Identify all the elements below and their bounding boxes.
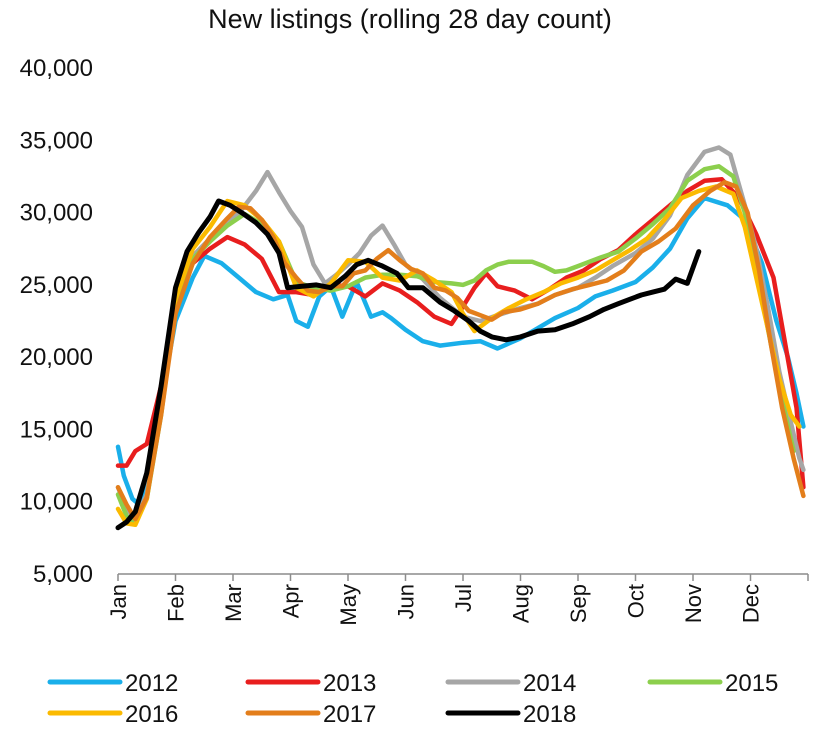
x-tick-label-jan: Jan (106, 584, 131, 619)
x-tick-label-aug: Aug (509, 584, 534, 623)
series-group (115, 145, 806, 531)
legend-label-2014: 2014 (523, 670, 576, 697)
legend-label-2015: 2015 (725, 670, 778, 697)
y-tick-label: 10,000 (20, 489, 93, 516)
x-tick-label-feb: Feb (164, 584, 189, 622)
series-line-2018 (115, 198, 702, 531)
y-tick-label: 25,000 (20, 272, 93, 299)
x-tick-label-oct: Oct (624, 584, 649, 618)
y-tick-label: 35,000 (20, 127, 93, 154)
legend-label-2012: 2012 (125, 670, 178, 697)
legend-label-2016: 2016 (125, 701, 178, 728)
series-line-2016 (115, 184, 802, 528)
y-tick-label: 5,000 (33, 561, 93, 588)
legend-label-2017: 2017 (323, 701, 376, 728)
y-tick-label: 15,000 (20, 416, 93, 443)
legend-label-2013: 2013 (323, 670, 376, 697)
x-tick-label-jul: Jul (451, 584, 476, 612)
y-tick-label: 30,000 (20, 200, 93, 227)
x-tick-label-sep: Sep (566, 584, 591, 623)
x-tick-label-apr: Apr (279, 584, 304, 618)
y-axis: 5,000 10,000 15,000 20,000 25,000 30,000 35,00… (20, 55, 93, 588)
x-tick-label-may: May (336, 584, 361, 626)
y-tick-label: 40,000 (20, 55, 93, 82)
x-tick-label-jun: Jun (394, 584, 419, 619)
series-line-2015 (115, 164, 796, 525)
legend-label-2018: 2018 (523, 701, 576, 728)
x-tick-label-mar: Mar (221, 584, 246, 622)
x-tick-label-nov: Nov (681, 584, 706, 623)
x-axis: Jan Feb Mar Apr May Jun Jul Aug Sep Oct Nov Dec (106, 573, 809, 626)
series-line-2012 (115, 195, 806, 509)
y-tick-label: 20,000 (20, 344, 93, 371)
legend: 2012 2013 2014 2015 2016 2017 2018 (47, 670, 778, 728)
x-tick-label-dec: Dec (739, 584, 764, 623)
chart-title: New listings (rolling 28 day count) (208, 4, 612, 34)
